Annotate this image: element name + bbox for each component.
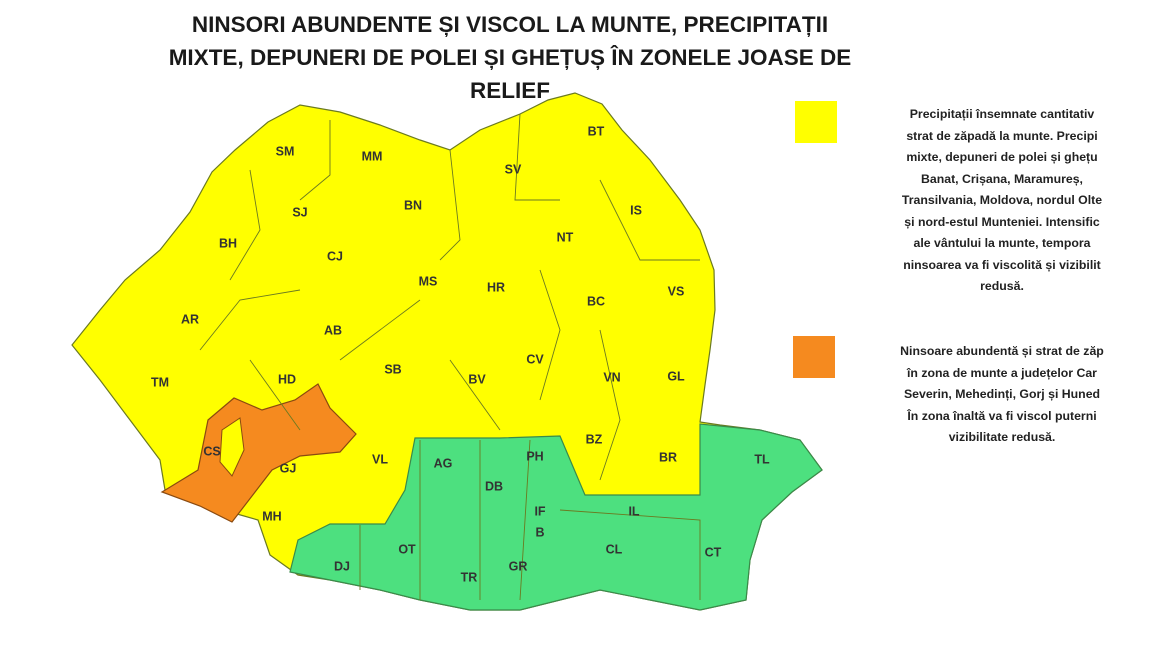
legend-line: ale vântului la munte, tempora (913, 236, 1091, 250)
legend-line: în zona de munte a județelor Car (907, 365, 1097, 380)
county-label-bv: BV (468, 372, 486, 386)
no-warning-area (289, 423, 823, 611)
county-label-tm: TM (151, 375, 169, 389)
county-label-sv: SV (505, 162, 522, 176)
county-label-db: DB (485, 479, 503, 493)
county-label-bh: BH (219, 236, 237, 250)
legend-line: strat de zăpadă la munte. Precipi (906, 128, 1098, 143)
legend-line: Severin, Mehedinți, Gorj și Huned (903, 387, 1101, 401)
county-label-ar: AR (181, 312, 199, 326)
county-label-gl: GL (667, 369, 685, 383)
county-label-ph: PH (526, 449, 543, 463)
legend-orange-swatch (793, 336, 835, 378)
yellow-enclave (219, 417, 245, 477)
county-label-b: B (535, 525, 544, 539)
title-line: MIXTE, DEPUNERI DE POLEI ȘI GHEȚUȘ ÎN ZO… (168, 45, 852, 70)
county-label-sb: SB (384, 362, 401, 376)
county-label-gj: GJ (280, 461, 297, 475)
county-label-bc: BC (587, 294, 605, 308)
legend-line: redusă. (980, 279, 1024, 293)
county-label-vn: VN (603, 370, 620, 384)
county-label-mm: MM (362, 149, 383, 163)
legend-line: Ninsoare abundentă și strat de zăp (900, 344, 1104, 358)
county-label-mh: MH (262, 509, 281, 523)
county-label-tr: TR (461, 570, 478, 584)
county-label-cs: CS (203, 444, 220, 458)
legend-yellow-swatch (795, 101, 837, 143)
county-label-ct: CT (705, 545, 722, 559)
map-title: NINSORI ABUNDENTE ȘI VISCOL LA MUNTE, PR… (40, 8, 980, 107)
orange-warning-area (160, 383, 357, 523)
legend-line: și nord-estul Munteniei. Intensific (904, 214, 1100, 229)
county-label-ag: AG (434, 456, 453, 470)
title-line: NINSORI ABUNDENTE ȘI VISCOL LA MUNTE, PR… (191, 12, 829, 37)
county-label-tl: TL (754, 452, 770, 466)
county-label-sm: SM (276, 144, 295, 158)
county-label-cj: CJ (327, 249, 343, 263)
county-label-hr: HR (487, 280, 505, 294)
legend-line: În zona înaltă va fi viscol puterni (907, 408, 1097, 423)
county-label-ab: AB (324, 323, 342, 337)
county-label-ot: OT (398, 542, 416, 556)
county-label-vs: VS (668, 284, 685, 298)
county-label-is: IS (630, 203, 642, 217)
legend-line: Transilvania, Moldova, nordul Olte (901, 193, 1103, 207)
county-label-sj: SJ (292, 205, 307, 219)
county-label-nt: NT (557, 230, 574, 244)
title-line: RELIEF (469, 78, 550, 103)
county-label-cl: CL (606, 542, 623, 556)
county-label-cv: CV (526, 352, 544, 366)
legend-line: vizibilitate redusă. (948, 430, 1056, 444)
legend-orange-text: Ninsoare abundentă și strat de zăp în zo… (842, 341, 1150, 449)
legend-line: ninsoarea va fi viscolită și vizibilit (903, 257, 1101, 272)
county-label-bt: BT (588, 124, 605, 138)
county-label-if: IF (534, 504, 545, 518)
county-label-bn: BN (404, 198, 422, 212)
legend-yellow-text: Precipitații însemnate cantitativ strat … (842, 104, 1150, 298)
county-label-hd: HD (278, 372, 296, 386)
county-label-br: BR (659, 450, 677, 464)
legend-line: Precipitații însemnate cantitativ (909, 107, 1095, 121)
county-label-ms: MS (419, 274, 438, 288)
legend-line: mixte, depuneri de polei și ghețu (906, 150, 1098, 164)
county-label-vl: VL (372, 452, 388, 466)
county-label-dj: DJ (334, 559, 350, 573)
county-label-il: IL (628, 504, 639, 518)
county-borders (199, 113, 701, 601)
county-label-gr: GR (509, 559, 528, 573)
legend-line: Banat, Crișana, Maramureș, (921, 171, 1083, 186)
county-label-bz: BZ (586, 432, 603, 446)
